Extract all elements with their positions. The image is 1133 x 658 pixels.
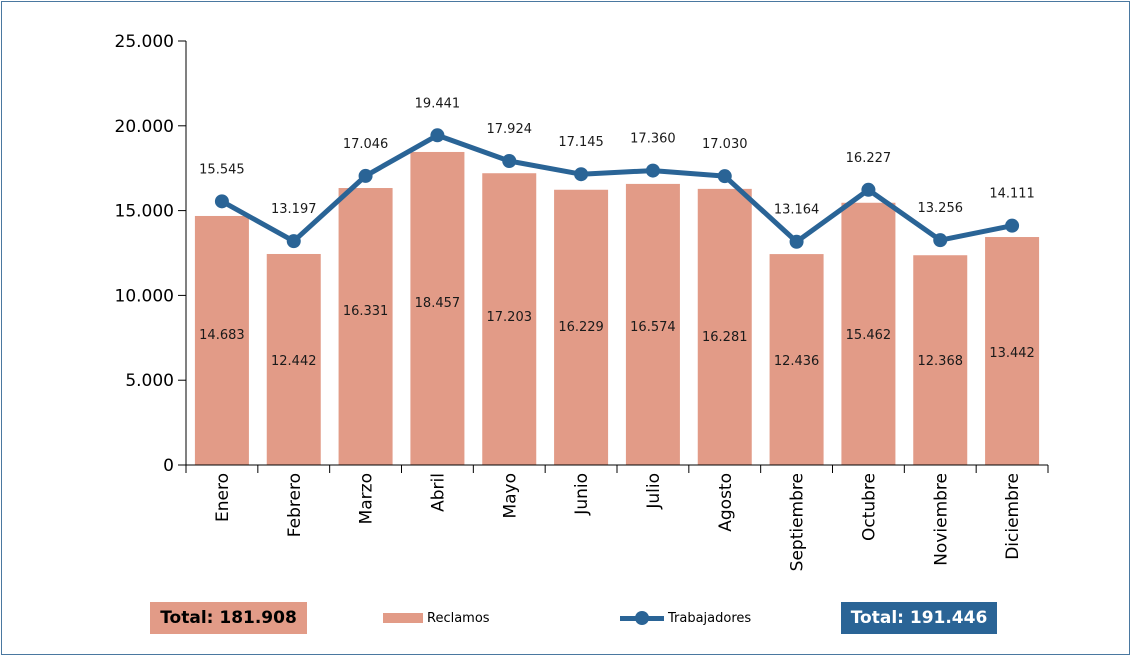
point-trabajadores-4 bbox=[430, 128, 445, 143]
point-trabajadores-9 bbox=[789, 234, 804, 249]
x-category-label-12: Diciembre bbox=[1003, 473, 1023, 560]
x-category-label-7: Julio bbox=[644, 473, 664, 510]
bar-reclamos-8 bbox=[697, 188, 752, 465]
line-value-label-1: 15.545 bbox=[199, 162, 245, 177]
line-value-label-7: 17.360 bbox=[630, 132, 676, 147]
x-category-label-6: Junio bbox=[572, 473, 592, 516]
x-category-label-2: Febrero bbox=[285, 473, 305, 537]
point-trabajadores-6 bbox=[574, 167, 589, 182]
line-value-label-2: 13.197 bbox=[271, 202, 317, 217]
bar-value-label-12: 13.442 bbox=[989, 346, 1035, 361]
x-category-label-10: Octubre bbox=[859, 473, 879, 541]
bar-value-label-9: 12.436 bbox=[774, 354, 820, 369]
x-category-label-11: Noviembre bbox=[931, 473, 951, 566]
bar-reclamos-2 bbox=[266, 253, 321, 465]
total-trabajadores-box: Total: 191.446 bbox=[841, 602, 997, 634]
bar-reclamos-9 bbox=[769, 254, 824, 465]
line-value-label-8: 17.030 bbox=[702, 137, 748, 152]
point-trabajadores-8 bbox=[717, 169, 732, 184]
point-trabajadores-7 bbox=[645, 163, 660, 178]
line-value-label-9: 13.164 bbox=[774, 203, 820, 218]
bar-value-label-7: 16.574 bbox=[630, 320, 676, 335]
bar-reclamos-3 bbox=[338, 188, 393, 465]
bar-value-label-3: 16.331 bbox=[343, 304, 389, 319]
bar-reclamos-11 bbox=[913, 255, 968, 465]
bar-value-label-10: 15.462 bbox=[846, 328, 892, 343]
legend-line-swatch bbox=[620, 610, 664, 626]
legend-item-trabajadores: Trabajadores bbox=[620, 608, 751, 628]
x-category-label-4: Abril bbox=[428, 473, 448, 512]
bar-value-label-1: 14.683 bbox=[199, 328, 245, 343]
line-value-label-3: 17.046 bbox=[343, 137, 389, 152]
line-value-label-10: 16.227 bbox=[846, 151, 892, 166]
line-value-label-5: 17.924 bbox=[487, 122, 533, 137]
point-trabajadores-12 bbox=[1005, 218, 1020, 233]
line-value-label-11: 13.256 bbox=[918, 201, 964, 216]
bar-reclamos-6 bbox=[554, 189, 609, 465]
line-value-label-4: 19.441 bbox=[415, 96, 461, 111]
bar-value-label-4: 18.457 bbox=[415, 296, 461, 311]
legend-label-trabajadores: Trabajadores bbox=[668, 610, 752, 626]
legend-label-reclamos: Reclamos bbox=[427, 610, 490, 626]
y-tick-label-2: 10.000 bbox=[115, 286, 174, 306]
x-category-label-8: Agosto bbox=[716, 473, 736, 532]
line-value-label-12: 14.111 bbox=[989, 187, 1035, 202]
legend-bar-swatch bbox=[383, 613, 423, 623]
x-category-label-9: Septiembre bbox=[788, 473, 808, 571]
bar-reclamos-5 bbox=[482, 173, 537, 465]
x-category-label-3: Marzo bbox=[357, 473, 377, 524]
y-tick-label-4: 20.000 bbox=[115, 117, 174, 137]
bar-reclamos-10 bbox=[841, 202, 896, 466]
bar-reclamos-4 bbox=[410, 151, 465, 465]
point-trabajadores-11 bbox=[933, 233, 948, 248]
y-tick-label-5: 25.000 bbox=[115, 32, 174, 52]
bar-value-label-6: 16.229 bbox=[558, 320, 604, 335]
point-trabajadores-5 bbox=[502, 154, 517, 169]
y-tick-label-1: 5.000 bbox=[125, 371, 174, 391]
bar-value-label-11: 12.368 bbox=[918, 354, 964, 369]
combo-chart: 0 5.000 10.000 15.000 20.000 25.000 Enero Febre… bbox=[115, 32, 1049, 571]
bar-reclamos-7 bbox=[625, 183, 680, 465]
line-value-label-6: 17.145 bbox=[558, 135, 604, 150]
bar-value-label-8: 16.281 bbox=[702, 330, 748, 345]
y-tick-label-3: 15.000 bbox=[115, 202, 174, 222]
total-reclamos-box: Total: 181.908 bbox=[150, 602, 307, 634]
bar-value-label-2: 12.442 bbox=[271, 354, 317, 369]
bar-reclamos-12 bbox=[985, 237, 1040, 465]
bar-reclamos-1 bbox=[194, 215, 249, 465]
legend-item-reclamos: Reclamos bbox=[383, 608, 490, 628]
point-trabajadores-3 bbox=[358, 168, 373, 183]
point-trabajadores-1 bbox=[214, 194, 229, 209]
bar-value-label-5: 17.203 bbox=[487, 310, 533, 325]
x-category-label-5: Mayo bbox=[500, 473, 520, 519]
point-trabajadores-2 bbox=[286, 234, 301, 249]
point-trabajadores-10 bbox=[861, 182, 876, 197]
y-tick-label-0: 0 bbox=[163, 456, 174, 476]
line-trabajadores bbox=[220, 132, 1013, 245]
x-category-label-1: Enero bbox=[213, 473, 233, 522]
